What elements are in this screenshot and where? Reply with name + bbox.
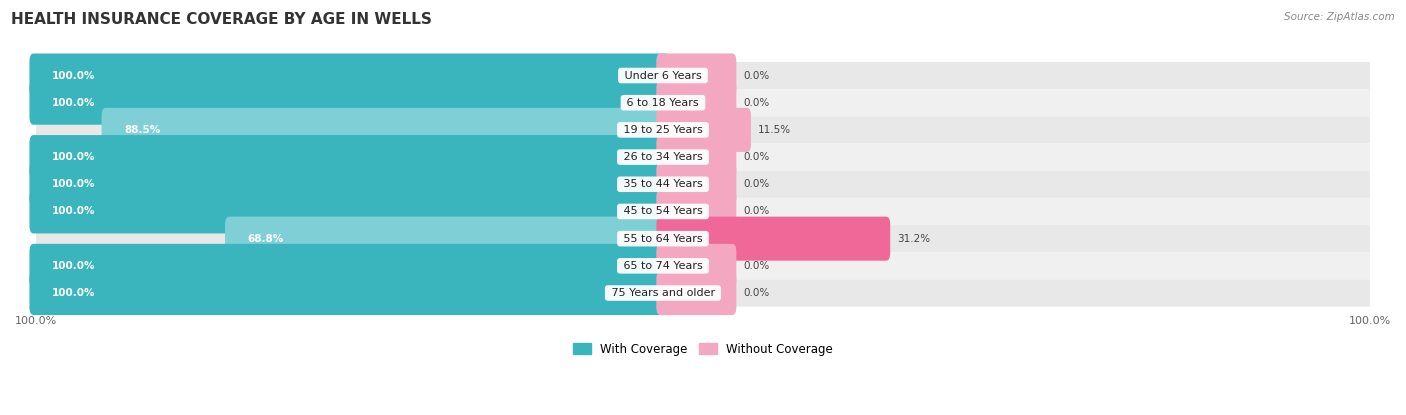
FancyBboxPatch shape [30,54,669,98]
FancyBboxPatch shape [37,116,1369,144]
Text: 19 to 25 Years: 19 to 25 Years [620,125,706,135]
FancyBboxPatch shape [37,198,1369,225]
FancyBboxPatch shape [30,162,669,206]
Text: 55 to 64 Years: 55 to 64 Years [620,234,706,244]
Text: 100.0%: 100.0% [52,71,96,81]
FancyBboxPatch shape [37,225,1369,252]
Text: 0.0%: 0.0% [742,179,769,189]
Text: 88.5%: 88.5% [124,125,160,135]
Text: 65 to 74 Years: 65 to 74 Years [620,261,706,271]
FancyBboxPatch shape [657,217,890,261]
FancyBboxPatch shape [657,108,751,152]
Text: 100.0%: 100.0% [52,207,96,217]
Text: 11.5%: 11.5% [758,125,790,135]
Text: 0.0%: 0.0% [742,207,769,217]
Text: 0.0%: 0.0% [742,288,769,298]
FancyBboxPatch shape [657,135,737,179]
Text: HEALTH INSURANCE COVERAGE BY AGE IN WELLS: HEALTH INSURANCE COVERAGE BY AGE IN WELL… [11,12,432,27]
Text: Source: ZipAtlas.com: Source: ZipAtlas.com [1284,12,1395,22]
Legend: With Coverage, Without Coverage: With Coverage, Without Coverage [568,338,838,360]
FancyBboxPatch shape [657,189,737,234]
FancyBboxPatch shape [30,81,669,125]
FancyBboxPatch shape [657,162,737,206]
FancyBboxPatch shape [657,81,737,125]
FancyBboxPatch shape [37,171,1369,198]
Text: 100.0%: 100.0% [52,179,96,189]
Text: 35 to 44 Years: 35 to 44 Years [620,179,706,189]
Text: 100.0%: 100.0% [52,288,96,298]
Text: 26 to 34 Years: 26 to 34 Years [620,152,706,162]
Text: 68.8%: 68.8% [247,234,284,244]
Text: 31.2%: 31.2% [897,234,929,244]
FancyBboxPatch shape [101,108,669,152]
Text: 0.0%: 0.0% [742,98,769,108]
FancyBboxPatch shape [30,244,669,288]
FancyBboxPatch shape [37,62,1369,89]
Text: 100.0%: 100.0% [52,98,96,108]
Text: 75 Years and older: 75 Years and older [607,288,718,298]
FancyBboxPatch shape [37,89,1369,116]
FancyBboxPatch shape [37,279,1369,307]
Text: 0.0%: 0.0% [742,71,769,81]
FancyBboxPatch shape [37,144,1369,171]
FancyBboxPatch shape [37,252,1369,279]
FancyBboxPatch shape [30,271,669,315]
Text: Under 6 Years: Under 6 Years [621,71,706,81]
FancyBboxPatch shape [30,135,669,179]
FancyBboxPatch shape [657,54,737,98]
Text: 0.0%: 0.0% [742,261,769,271]
Text: 6 to 18 Years: 6 to 18 Years [623,98,703,108]
Text: 45 to 54 Years: 45 to 54 Years [620,207,706,217]
FancyBboxPatch shape [657,244,737,288]
Text: 0.0%: 0.0% [742,152,769,162]
FancyBboxPatch shape [657,271,737,315]
Text: 100.0%: 100.0% [52,152,96,162]
Text: 100.0%: 100.0% [52,261,96,271]
FancyBboxPatch shape [30,189,669,234]
FancyBboxPatch shape [225,217,669,261]
